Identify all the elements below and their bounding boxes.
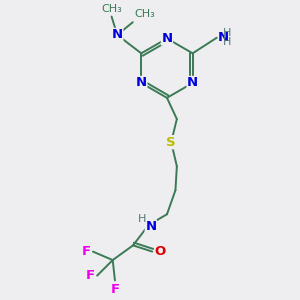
Text: H: H [223, 37, 232, 47]
Text: H: H [138, 214, 147, 224]
Text: F: F [110, 283, 119, 296]
Text: O: O [154, 245, 166, 258]
Text: CH₃: CH₃ [101, 4, 122, 14]
Text: N: N [218, 31, 229, 44]
Text: CH₃: CH₃ [134, 9, 155, 20]
Text: N: N [187, 76, 198, 89]
Text: N: N [112, 28, 123, 41]
Text: N: N [145, 220, 156, 233]
Text: N: N [161, 32, 172, 45]
Text: S: S [167, 136, 176, 149]
Text: H: H [223, 28, 232, 38]
Text: F: F [86, 269, 95, 282]
Text: F: F [82, 245, 91, 258]
Text: N: N [136, 76, 147, 89]
